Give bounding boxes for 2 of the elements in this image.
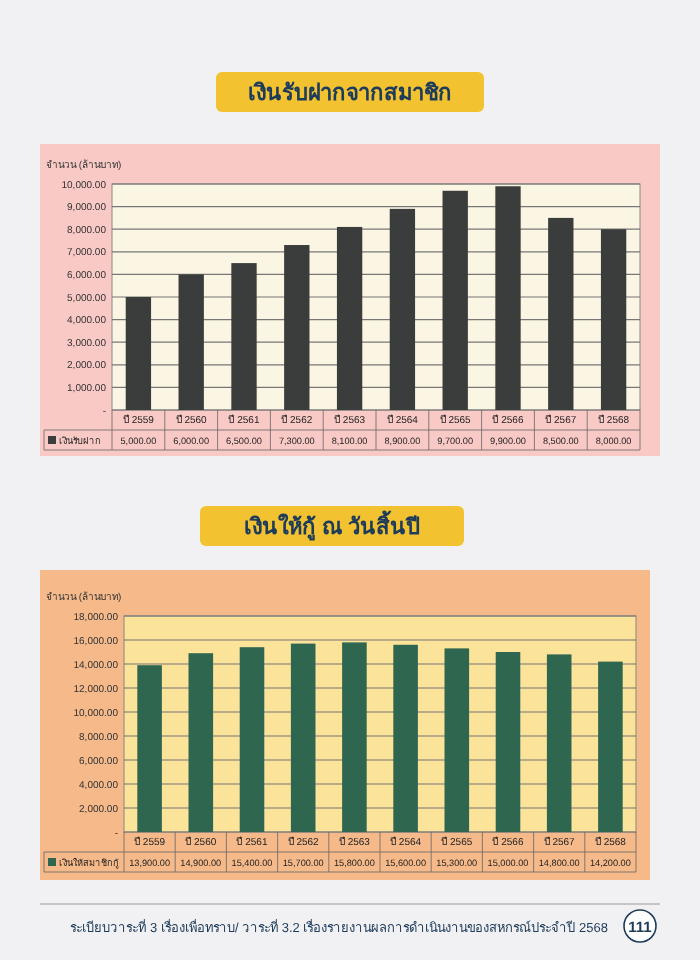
chart-title: เงินรับฝากจากสมาชิก <box>248 80 452 106</box>
chart-title: เงินให้กู้ ณ วันสิ้นปี <box>243 510 421 542</box>
